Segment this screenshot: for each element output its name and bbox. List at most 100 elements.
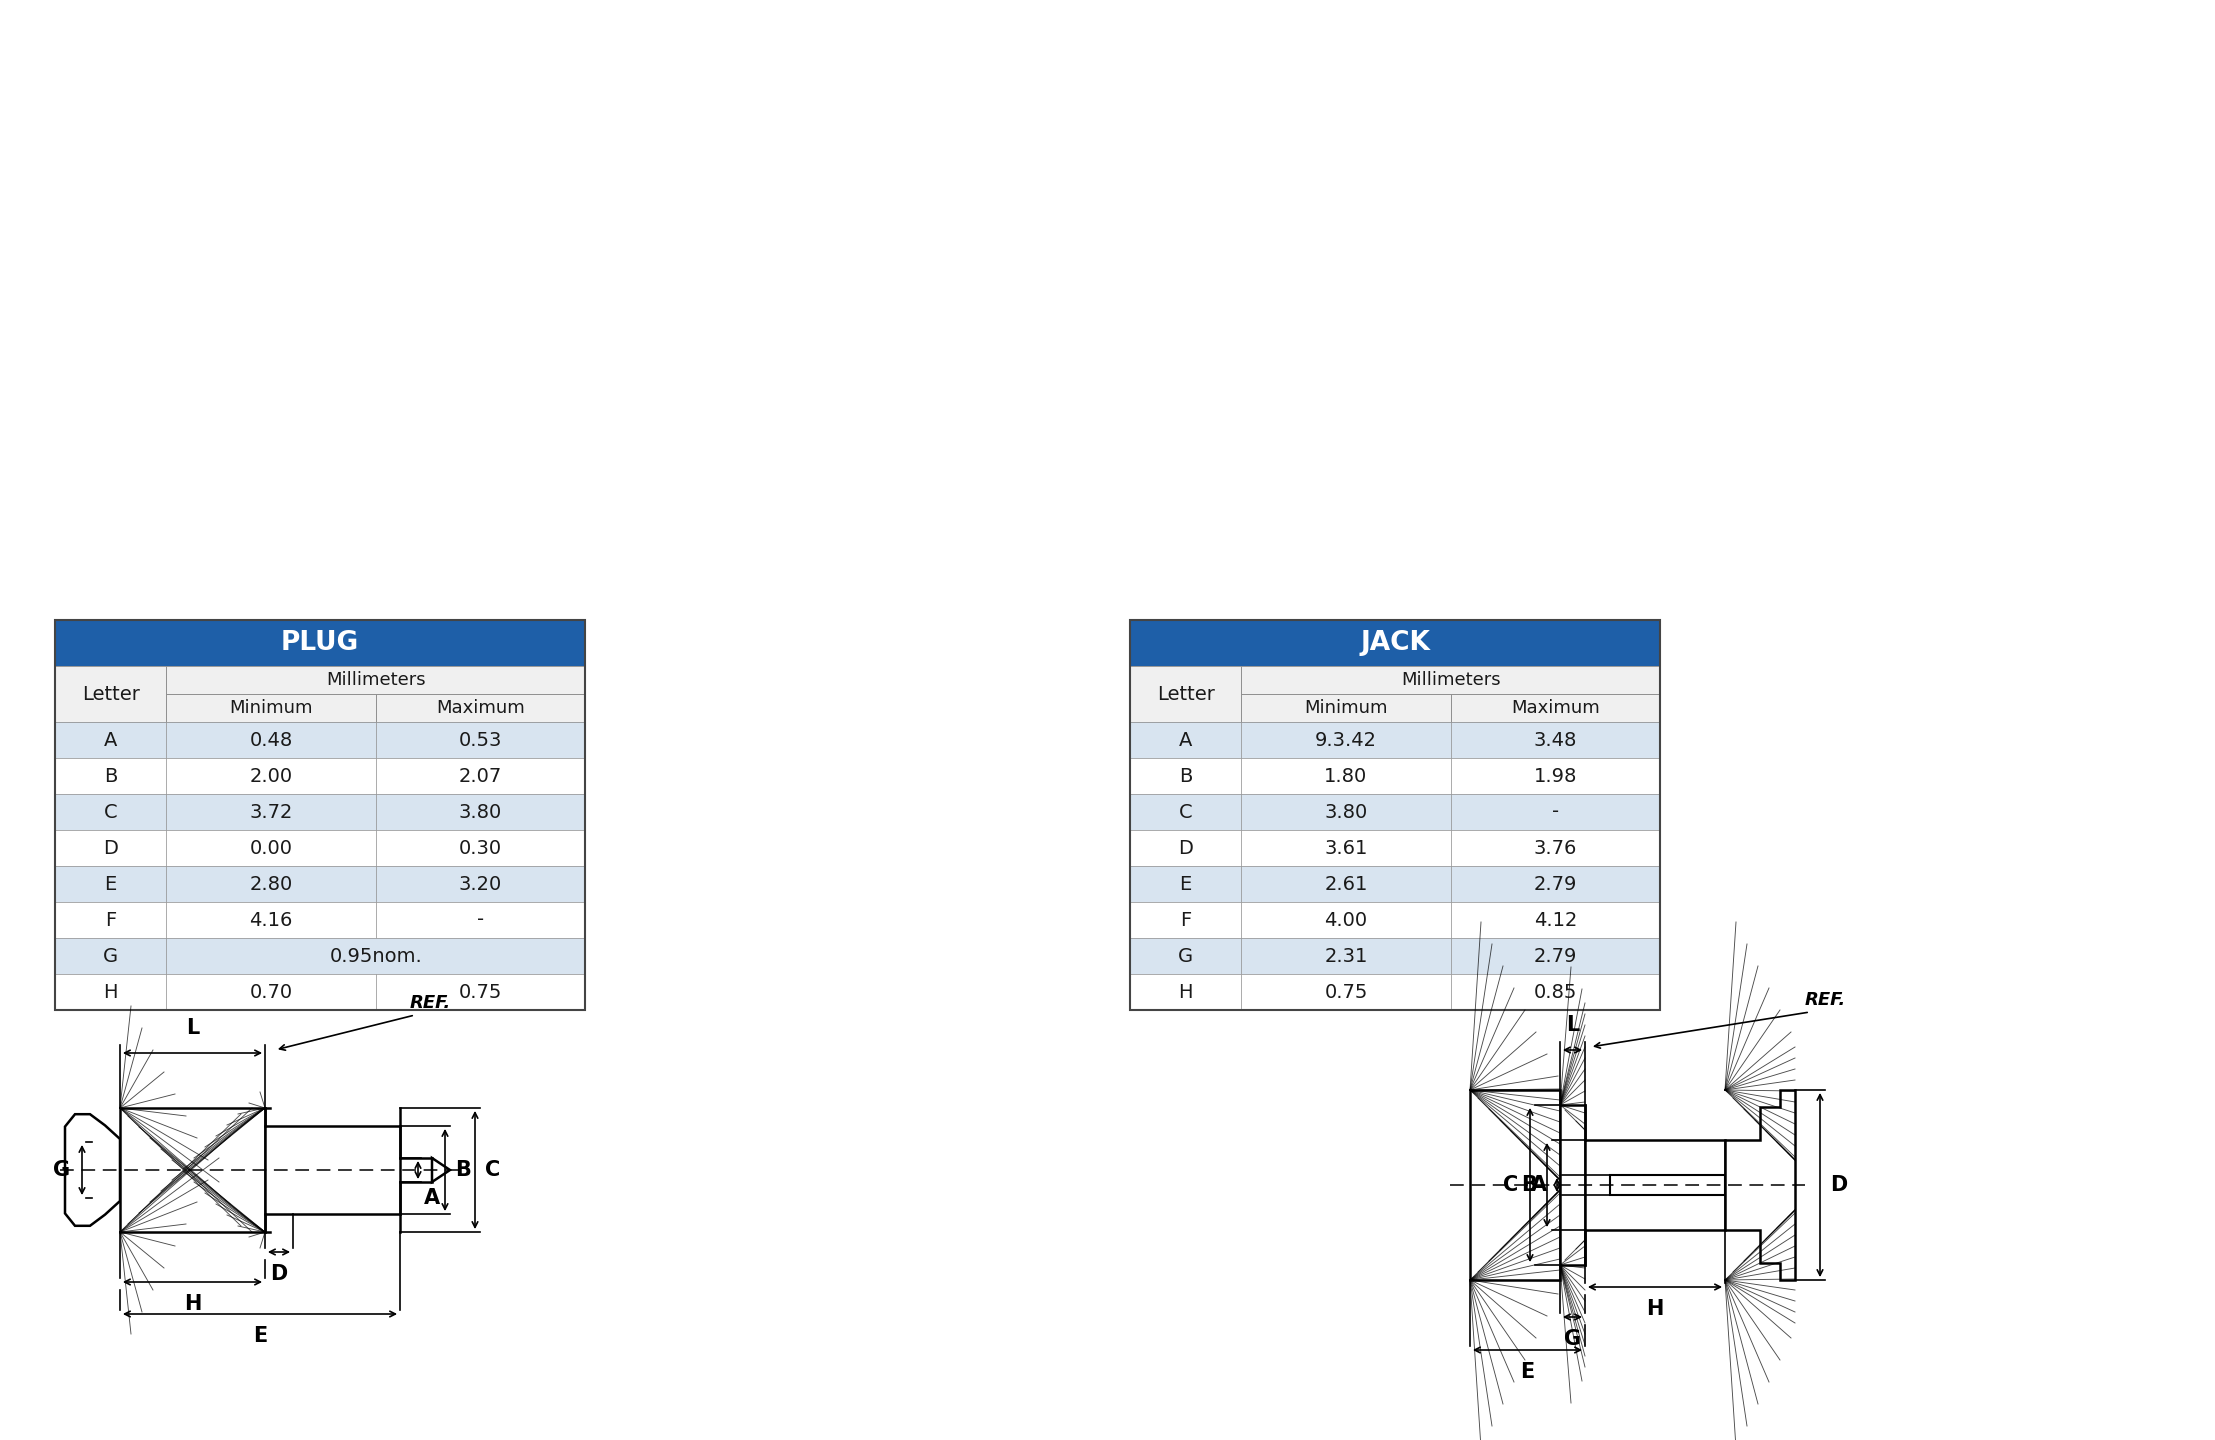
Bar — [166, 937, 585, 973]
Bar — [1130, 721, 1240, 757]
Bar — [55, 973, 166, 1009]
Text: 2.79: 2.79 — [1533, 874, 1577, 893]
Bar — [1130, 973, 1240, 1009]
Bar — [1586, 1140, 1725, 1230]
Text: D: D — [270, 1264, 288, 1284]
Text: REF.: REF. — [410, 994, 450, 1012]
Bar — [1240, 721, 1451, 757]
Bar — [1559, 1104, 1586, 1264]
Text: F: F — [1181, 910, 1192, 929]
Text: 0.75: 0.75 — [459, 982, 503, 1001]
Bar — [1130, 865, 1240, 901]
Text: H: H — [1646, 1299, 1663, 1319]
Text: A: A — [1178, 730, 1192, 749]
Text: A: A — [423, 1188, 441, 1208]
Bar — [1240, 973, 1451, 1009]
Bar — [1451, 937, 1659, 973]
Bar — [55, 665, 166, 721]
Bar — [55, 793, 166, 829]
Bar — [166, 721, 377, 757]
Polygon shape — [1725, 1090, 1794, 1280]
Text: JACK: JACK — [1360, 631, 1431, 657]
Text: H: H — [184, 1295, 202, 1313]
Text: Maximum: Maximum — [436, 698, 525, 717]
Text: 3.80: 3.80 — [459, 802, 503, 821]
Text: 9.3.42: 9.3.42 — [1316, 730, 1378, 749]
Text: 0.75: 0.75 — [1325, 982, 1367, 1001]
Text: 1.80: 1.80 — [1325, 766, 1367, 785]
Text: Millimeters: Millimeters — [326, 671, 425, 688]
Bar — [1240, 865, 1451, 901]
Bar — [166, 829, 377, 865]
Bar — [1130, 901, 1240, 937]
Bar — [166, 694, 377, 721]
Bar — [1130, 621, 1659, 665]
Text: 2.31: 2.31 — [1325, 946, 1367, 965]
Bar — [166, 901, 377, 937]
Text: 2.00: 2.00 — [250, 766, 292, 785]
Text: 0.70: 0.70 — [250, 982, 292, 1001]
Text: 2.80: 2.80 — [250, 874, 292, 893]
Bar — [166, 665, 585, 694]
Bar — [55, 829, 166, 865]
Text: Minimum: Minimum — [228, 698, 312, 717]
Bar — [1451, 793, 1659, 829]
Text: 3.20: 3.20 — [459, 874, 503, 893]
Bar — [1240, 793, 1451, 829]
Text: 3.61: 3.61 — [1325, 838, 1367, 857]
Text: B: B — [1178, 766, 1192, 785]
Polygon shape — [64, 1115, 120, 1225]
Bar — [55, 621, 585, 1009]
Text: 2.07: 2.07 — [459, 766, 503, 785]
Text: 2.79: 2.79 — [1533, 946, 1577, 965]
Text: G: G — [104, 946, 117, 965]
Text: G: G — [53, 1161, 71, 1179]
Text: L: L — [186, 1018, 199, 1038]
Bar — [166, 793, 377, 829]
Text: 3.72: 3.72 — [250, 802, 292, 821]
Text: G: G — [1178, 946, 1194, 965]
Bar — [1130, 665, 1240, 721]
Bar — [55, 621, 585, 665]
Bar — [1130, 757, 1240, 793]
Bar — [1610, 1175, 1725, 1195]
Bar — [120, 1107, 266, 1233]
Bar — [1451, 973, 1659, 1009]
Bar — [55, 865, 166, 901]
Text: 0.48: 0.48 — [250, 730, 292, 749]
Bar — [1451, 865, 1659, 901]
Text: B: B — [454, 1161, 472, 1179]
Bar — [55, 721, 166, 757]
Text: -: - — [1553, 802, 1559, 821]
Text: 0.85: 0.85 — [1533, 982, 1577, 1001]
Bar — [1240, 665, 1659, 694]
Bar — [1130, 793, 1240, 829]
Text: L: L — [1566, 1015, 1579, 1035]
Text: Letter: Letter — [1156, 684, 1214, 704]
Bar — [1451, 757, 1659, 793]
Bar — [377, 865, 585, 901]
Text: B: B — [104, 766, 117, 785]
Bar — [1471, 1090, 1559, 1280]
Text: Minimum: Minimum — [1305, 698, 1389, 717]
Text: D: D — [1178, 838, 1194, 857]
Bar — [1451, 694, 1659, 721]
Bar — [55, 937, 166, 973]
Bar — [1130, 829, 1240, 865]
Bar — [377, 694, 585, 721]
Text: 4.00: 4.00 — [1325, 910, 1367, 929]
Text: E: E — [1181, 874, 1192, 893]
Text: -: - — [476, 910, 483, 929]
Bar — [1130, 621, 1659, 1009]
Bar — [1240, 901, 1451, 937]
Bar — [1451, 721, 1659, 757]
Bar — [377, 973, 585, 1009]
Text: F: F — [104, 910, 115, 929]
Text: 3.48: 3.48 — [1533, 730, 1577, 749]
Text: PLUG: PLUG — [281, 631, 359, 657]
Text: H: H — [104, 982, 117, 1001]
Bar — [377, 793, 585, 829]
Text: D: D — [104, 838, 117, 857]
Text: 0.95nom.: 0.95nom. — [330, 946, 423, 965]
Bar — [377, 721, 585, 757]
